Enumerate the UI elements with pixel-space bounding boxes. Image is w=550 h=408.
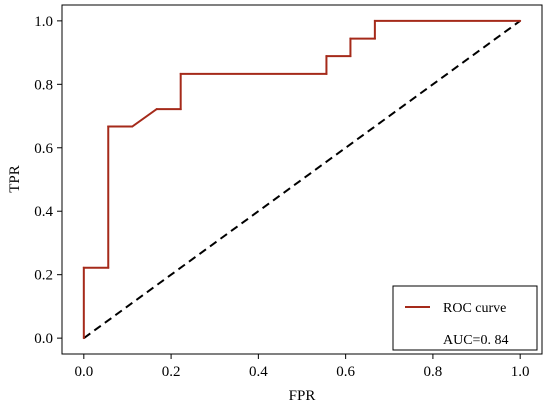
reference-diagonal-line [83, 20, 521, 339]
roc-point [325, 55, 328, 58]
x-tick-label: 0.6 [336, 364, 355, 380]
y-tick-label: 0.8 [34, 77, 53, 93]
x-tick-label: 0.2 [162, 364, 181, 380]
y-axis-ticks: 0.0 0.2 0.4 0.6 0.8 1.0 [34, 14, 62, 347]
x-tick-label: 0.0 [74, 364, 93, 380]
roc-point [179, 108, 182, 111]
auc-annotation: AUC=0. 84 [443, 333, 508, 348]
x-tick-label: 0.8 [424, 364, 443, 380]
legend-label-roc-curve: ROC curve [443, 301, 506, 316]
roc-point [519, 19, 522, 22]
y-tick-label: 1.0 [34, 14, 53, 30]
roc-point [107, 125, 110, 128]
roc-point [373, 19, 376, 22]
legend-box [392, 285, 538, 351]
roc-point [155, 108, 158, 111]
y-tick-label: 0.2 [34, 268, 53, 284]
x-tick-label: 1.0 [511, 364, 530, 380]
x-axis-ticks: 0.0 0.2 0.4 0.6 0.8 1.0 [74, 354, 530, 380]
roc-curve-points [82, 19, 522, 340]
x-axis-label: FPR [289, 388, 316, 404]
y-tick-label: 0.4 [34, 204, 53, 220]
y-tick-label: 0.0 [34, 331, 53, 347]
legend: ROC curve AUC=0. 84 [392, 285, 538, 351]
x-tick-label: 0.4 [249, 364, 268, 380]
roc-point [373, 37, 376, 40]
y-axis-label: TPR [7, 165, 23, 193]
roc-point [82, 266, 85, 269]
roc-point [179, 72, 182, 75]
roc-point [82, 337, 85, 340]
roc-point [349, 37, 352, 40]
roc-point [131, 125, 134, 128]
y-tick-label: 0.6 [34, 141, 53, 157]
roc-point [325, 72, 328, 75]
plot-frame [61, 4, 543, 355]
roc-point [107, 266, 110, 269]
roc-point [349, 55, 352, 58]
